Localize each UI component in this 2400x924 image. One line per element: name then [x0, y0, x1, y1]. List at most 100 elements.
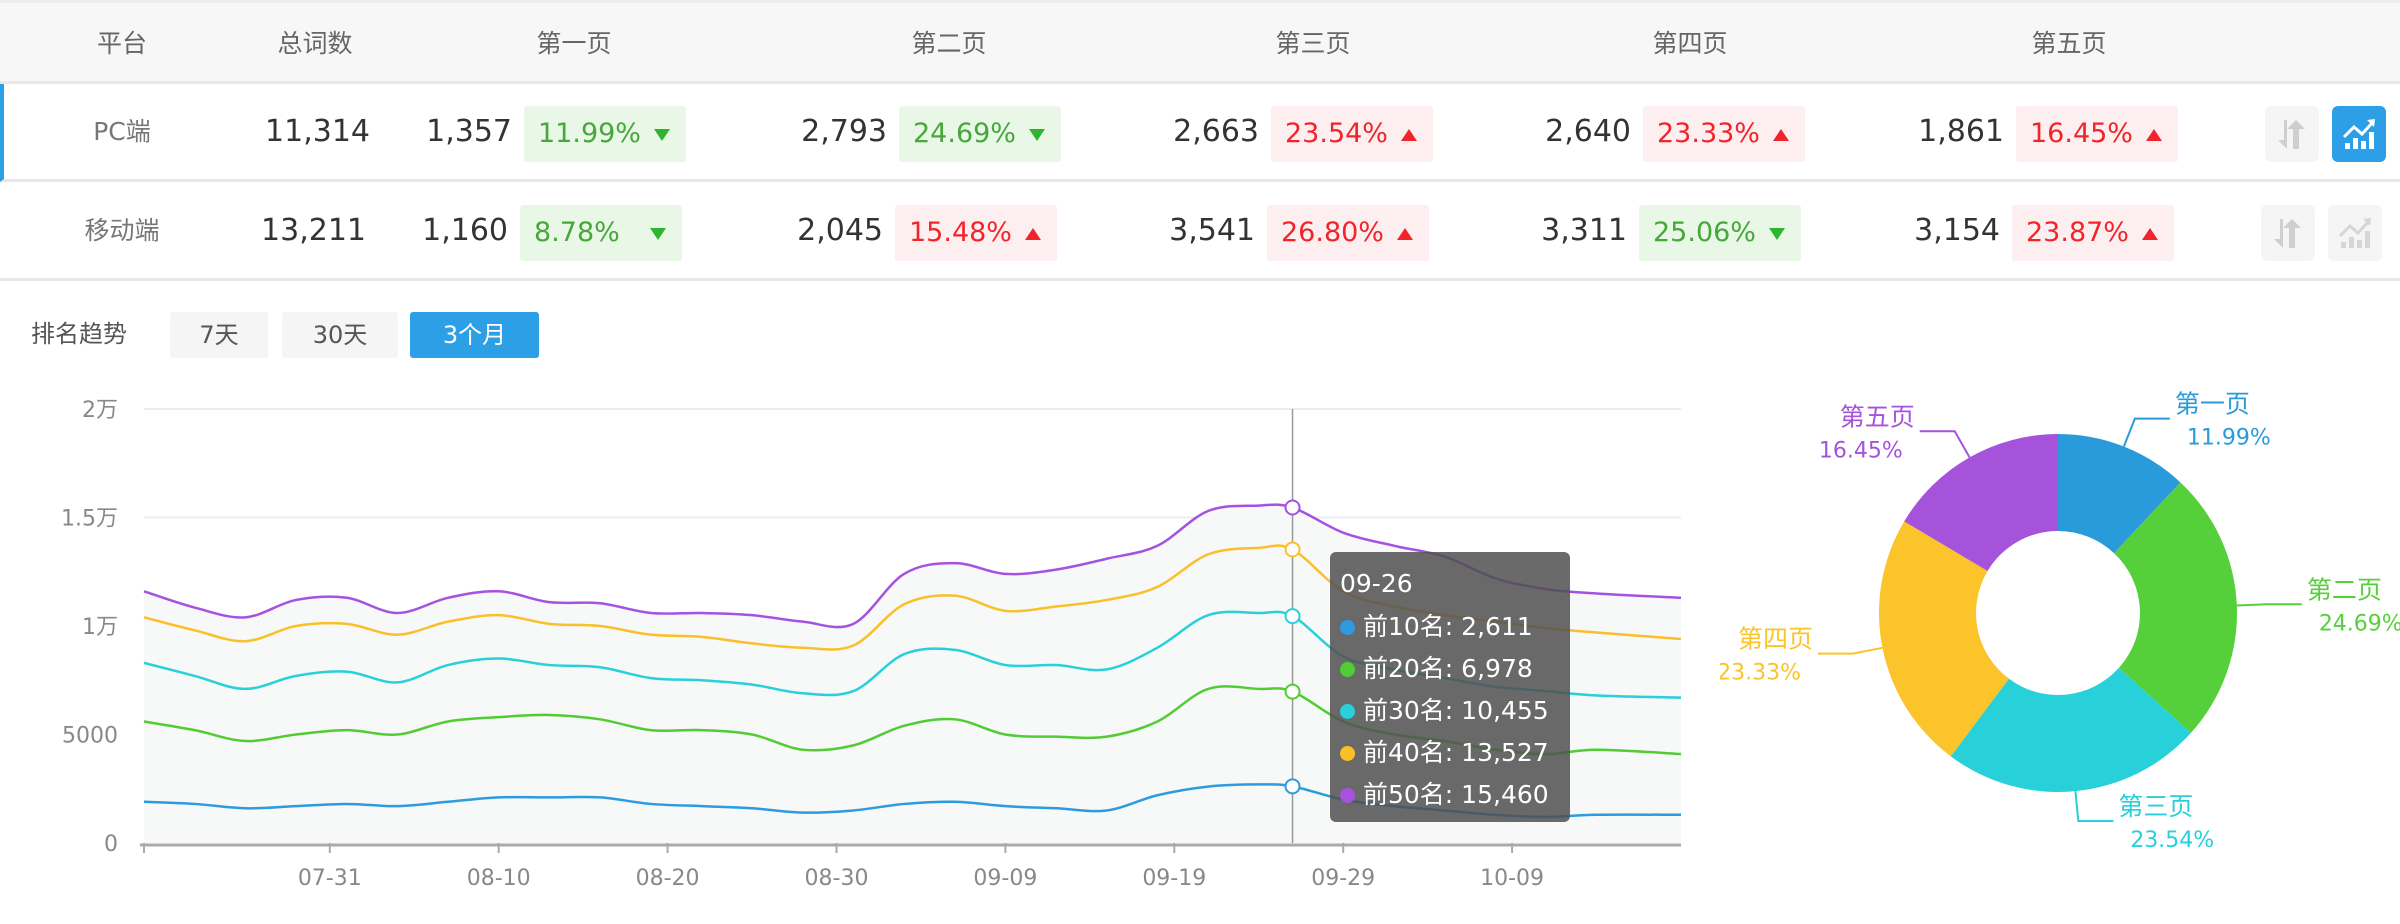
arrow-up-icon: [2146, 129, 2162, 141]
table-row: PC端 11,314 1,357 11.99% 2,793 24.69% 2,663 23.5…: [0, 84, 2400, 182]
page3-count: 2,663: [1173, 114, 1259, 149]
page4-count: 2,640: [1545, 114, 1631, 149]
pie-slice[interactable]: [1904, 434, 2058, 572]
pie-percent-label: 23.33%: [1720, 661, 1801, 686]
x-tick-label: 07-31: [298, 866, 362, 891]
x-tick-label: 09-19: [1142, 866, 1206, 891]
series-dot-icon: [1340, 661, 1355, 677]
percent-value: 15.48%: [909, 217, 1012, 248]
pie-percent-label: 16.45%: [1819, 438, 1903, 463]
page1-percent-badge: 8.78%: [520, 205, 682, 261]
pie-label-line: [2122, 417, 2170, 447]
pie-label: 第五页: [1840, 402, 1915, 431]
x-tick-label: 09-09: [973, 866, 1037, 891]
x-tick-label: 09-29: [1311, 866, 1375, 891]
page2-count: 2,045: [797, 213, 883, 248]
pie-slice[interactable]: [1879, 521, 2009, 757]
sort-icon: [2278, 120, 2305, 149]
tooltip-date: 09-26: [1340, 569, 1413, 598]
tooltip-item-label: 前20名: 6,978: [1363, 654, 1533, 683]
series-dot-icon: [1340, 619, 1355, 635]
page5-count: 1,861: [1918, 114, 2004, 149]
range-7d-button[interactable]: 7天: [170, 312, 268, 358]
page3-count: 3,541: [1169, 213, 1255, 248]
chart-tooltip: 09-26 前10名: 2,611 前20名: 6,978 前30名: 10,455…: [1330, 552, 1570, 822]
header-page1: 第一页: [536, 29, 612, 58]
percent-value: 25.06%: [1653, 217, 1756, 248]
arrow-down-icon: [650, 228, 666, 240]
pie-label: 第四页: [1738, 625, 1813, 654]
tooltip-item: 前50名: 15,460: [1340, 774, 1560, 816]
hover-point: [1284, 608, 1301, 625]
page1-count: 1,357: [426, 114, 512, 149]
header-total: 总词数: [277, 29, 353, 58]
sort-button[interactable]: [2261, 205, 2315, 261]
y-tick-label: 2万: [82, 398, 118, 423]
header-page5: 第五页: [2031, 29, 2107, 58]
trend-title: 排名趋势: [31, 320, 127, 348]
tooltip-item: 前20名: 6,978: [1340, 648, 1560, 690]
page5-count: 3,154: [1914, 213, 2000, 248]
trend-chart-button[interactable]: [2332, 106, 2386, 162]
hover-point: [1284, 541, 1301, 558]
page4-count: 3,311: [1541, 213, 1627, 248]
page5-percent-badge: 16.45%: [2016, 106, 2178, 162]
sort-button[interactable]: [2265, 106, 2319, 162]
chart-area-background: [144, 504, 1681, 843]
tooltip-item-label: 前40名: 13,527: [1363, 738, 1549, 767]
header-platform: 平台: [96, 29, 148, 58]
header-page4: 第四页: [1652, 29, 1728, 58]
tooltip-item: 前40名: 13,527: [1340, 732, 1560, 774]
x-tick-label: 08-30: [805, 866, 869, 891]
header-page2: 第二页: [911, 29, 987, 58]
series-dot-icon: [1340, 745, 1355, 761]
y-tick-label: 1万: [82, 615, 118, 640]
sort-icon: [2274, 219, 2301, 248]
arrow-down-icon: [1029, 129, 1045, 141]
y-tick-label: 0: [104, 832, 118, 857]
table-row: 移动端 13,211 1,160 8.78% 2,045 15.48% 3,541 26.80…: [0, 183, 2400, 281]
pie-label-line: [1919, 430, 1971, 458]
pie-percent-label: 11.99%: [2187, 426, 2271, 451]
pie-percent-label: 24.69%: [2319, 611, 2400, 636]
percent-value: 23.87%: [2026, 217, 2129, 248]
page4-percent-badge: 23.33%: [1643, 106, 1805, 162]
percent-value: 23.33%: [1657, 118, 1760, 149]
y-tick-label: 1.5万: [61, 507, 118, 532]
x-tick-label: 08-10: [467, 866, 531, 891]
page2-percent-badge: 15.48%: [895, 205, 1057, 261]
hover-point: [1284, 778, 1301, 795]
series-dot-icon: [1340, 787, 1355, 803]
trend-chart-button[interactable]: [2328, 205, 2382, 261]
page4-percent-badge: 25.06%: [1639, 205, 1801, 261]
pie-label-line: [1817, 646, 1883, 655]
range-30d-button[interactable]: 30天: [282, 312, 398, 358]
trend-chart-icon: [2342, 119, 2375, 149]
tooltip-item: 前30名: 10,455: [1340, 690, 1560, 732]
page5-percent-badge: 23.87%: [2012, 205, 2174, 261]
pie-slice[interactable]: [2114, 482, 2237, 733]
pie-label: 第二页: [2307, 575, 2382, 604]
header-page3: 第三页: [1275, 29, 1351, 58]
page-distribution-donut-chart[interactable]: 第一页 11.99% 第二页 24.69% 第三页 23.54% 第四页 23.33% 第五页 1…: [1720, 370, 2400, 870]
pie-slice[interactable]: [1950, 667, 2191, 792]
hover-point: [1284, 499, 1301, 516]
page1-percent-badge: 11.99%: [524, 106, 686, 162]
percent-value: 23.54%: [1285, 118, 1388, 149]
series-dot-icon: [1340, 703, 1355, 719]
arrow-up-icon: [1025, 228, 1041, 240]
percent-value: 11.99%: [538, 118, 641, 149]
pie-label: 第三页: [2118, 792, 2193, 821]
total-count: 11,314: [265, 114, 370, 149]
tooltip-item-label: 前30名: 10,455: [1363, 696, 1549, 725]
pie-slice[interactable]: [2058, 434, 2181, 554]
page1-count: 1,160: [422, 213, 508, 248]
percent-value: 8.78%: [534, 217, 620, 248]
page3-percent-badge: 23.54%: [1271, 106, 1433, 162]
trend-chart-icon: [2338, 218, 2371, 248]
range-3m-button[interactable]: 3个月: [410, 312, 539, 358]
hover-point: [1284, 683, 1301, 700]
pie-label-line: [2074, 791, 2114, 823]
percent-value: 24.69%: [913, 118, 1016, 149]
arrow-down-icon: [654, 129, 670, 141]
